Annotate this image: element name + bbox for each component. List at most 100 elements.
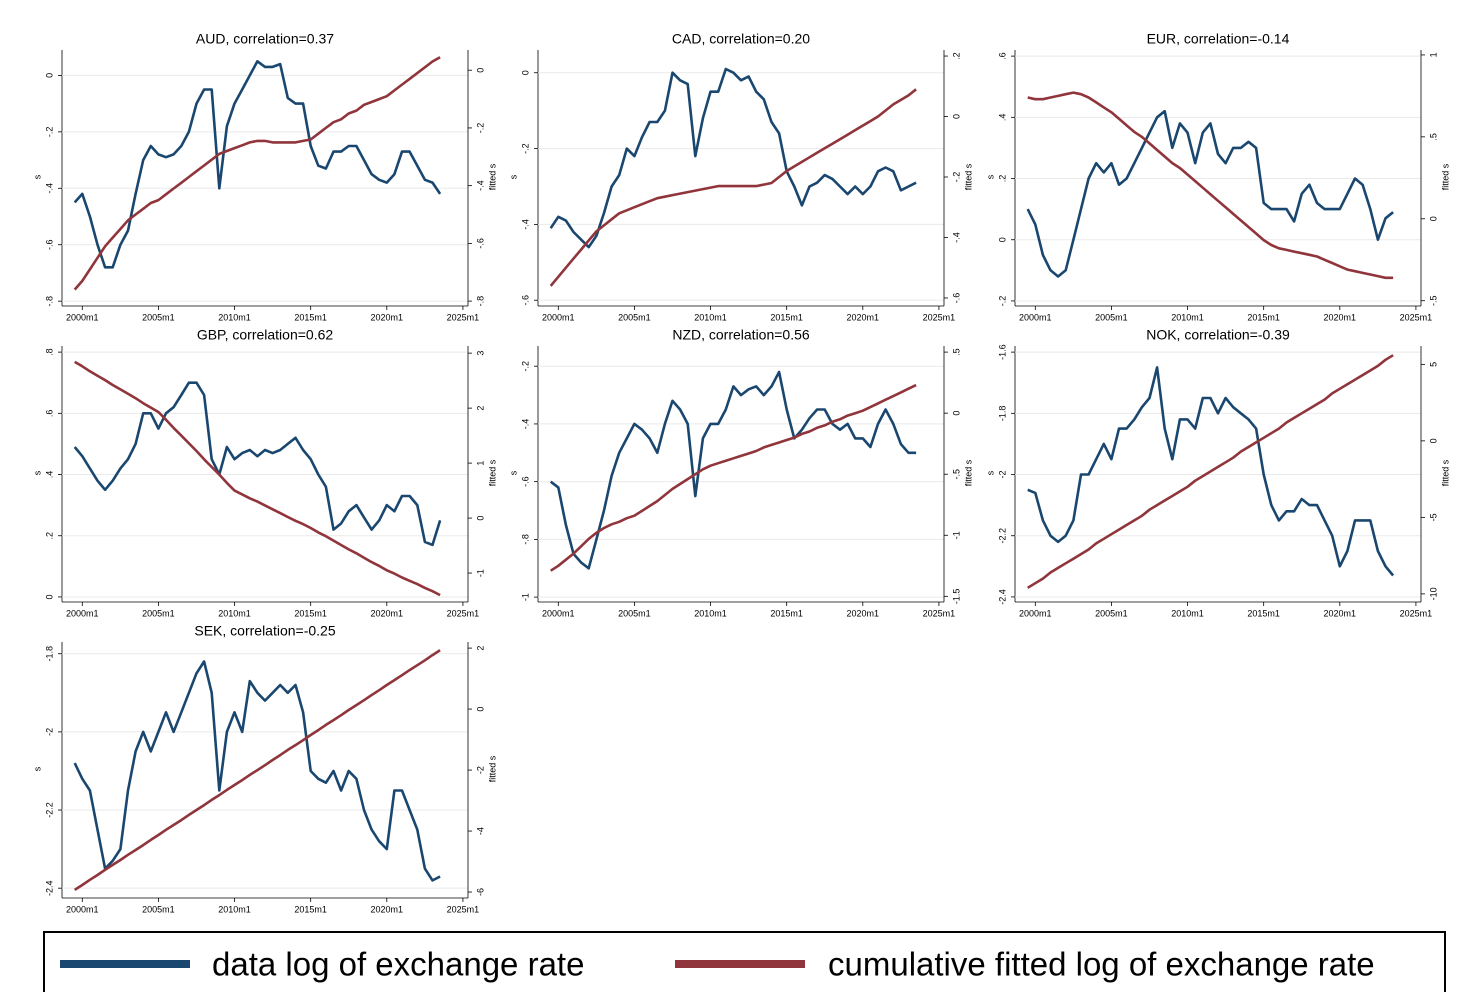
x-tick-label: 2005m1 bbox=[142, 312, 175, 322]
y-tick-label: -.6 bbox=[520, 295, 530, 306]
y-tick-label: .4 bbox=[997, 114, 1007, 122]
y-tick-label: -1 bbox=[520, 593, 530, 601]
y-tick-label: 0 bbox=[520, 70, 530, 75]
y2-tick-label: -6 bbox=[475, 888, 485, 896]
series-line bbox=[549, 88, 917, 287]
x-tick-label: 2020m1 bbox=[371, 312, 404, 322]
y-axis-label: s bbox=[508, 174, 518, 179]
y-tick-label: .6 bbox=[997, 52, 1007, 60]
y-tick-label: -1.6 bbox=[997, 344, 1007, 360]
x-tick-label: 2025m1 bbox=[447, 608, 480, 618]
y-axis-label: s bbox=[985, 470, 995, 475]
series-line bbox=[1027, 91, 1394, 280]
y2-tick-label: 0 bbox=[1428, 438, 1438, 443]
x-tick-label: 2015m1 bbox=[770, 312, 803, 322]
y2-tick-label: .5 bbox=[951, 348, 961, 356]
y2-tick-label: 3 bbox=[475, 351, 485, 356]
series-line bbox=[549, 383, 917, 572]
x-tick-label: 2015m1 bbox=[294, 608, 327, 618]
y-tick-label: -2.2 bbox=[44, 802, 54, 818]
y2-tick-label: 0 bbox=[475, 68, 485, 73]
y-tick-label: -1.8 bbox=[997, 406, 1007, 422]
series-line bbox=[1027, 366, 1395, 577]
y2-tick-label: 1 bbox=[1428, 52, 1438, 57]
y-tick-label: -2 bbox=[44, 728, 54, 736]
y2-tick-label: .2 bbox=[951, 52, 961, 60]
panel-title: AUD, correlation=0.37 bbox=[196, 31, 334, 47]
x-tick-label: 2010m1 bbox=[694, 608, 727, 618]
y2-tick-label: 0 bbox=[1428, 216, 1438, 221]
series-line bbox=[1027, 354, 1394, 589]
y2-tick-label: 0 bbox=[951, 411, 961, 416]
series-line bbox=[549, 67, 917, 249]
panel-title: CAD, correlation=0.20 bbox=[672, 31, 810, 47]
y2-tick-label: -4 bbox=[475, 827, 485, 835]
y-tick-label: -.8 bbox=[44, 296, 54, 307]
x-tick-label: 2025m1 bbox=[923, 312, 956, 322]
panel-title: NZD, correlation=0.56 bbox=[672, 327, 810, 343]
x-tick-label: 2000m1 bbox=[66, 608, 99, 618]
y-tick-label: -.4 bbox=[520, 419, 530, 430]
y2-tick-label: -.4 bbox=[475, 180, 485, 191]
x-tick-label: 2000m1 bbox=[542, 312, 575, 322]
y-axis-label: s bbox=[32, 766, 42, 771]
x-tick-label: 2005m1 bbox=[142, 608, 175, 618]
y-tick-label: .2 bbox=[997, 175, 1007, 183]
y2-axis-label: fitted s bbox=[963, 459, 973, 486]
legend-label: data log of exchange rate bbox=[212, 946, 584, 983]
y2-axis-label: fitted s bbox=[1440, 459, 1450, 486]
y2-axis-label: fitted s bbox=[1440, 163, 1450, 190]
x-tick-label: 2010m1 bbox=[694, 312, 727, 322]
y-tick-label: -.8 bbox=[520, 534, 530, 545]
y-tick-label: -.2 bbox=[997, 296, 1007, 307]
y2-axis-label: fitted s bbox=[487, 163, 497, 190]
y2-tick-label: 1 bbox=[475, 461, 485, 466]
y2-tick-label: 2 bbox=[475, 646, 485, 651]
y2-axis-label: fitted s bbox=[963, 163, 973, 190]
x-tick-label: 2010m1 bbox=[1171, 312, 1204, 322]
y2-tick-label: -1 bbox=[951, 531, 961, 539]
x-tick-label: 2020m1 bbox=[371, 608, 404, 618]
x-tick-label: 2020m1 bbox=[1324, 312, 1357, 322]
x-tick-label: 2015m1 bbox=[294, 904, 327, 914]
y2-tick-label: -.8 bbox=[475, 296, 485, 307]
x-tick-label: 2020m1 bbox=[847, 608, 880, 618]
series-line bbox=[73, 649, 441, 891]
y2-tick-label: -.5 bbox=[1428, 295, 1438, 306]
y-axis-label: s bbox=[508, 470, 518, 475]
y2-tick-label: -1 bbox=[475, 569, 485, 577]
x-tick-label: 2025m1 bbox=[1400, 608, 1433, 618]
y2-tick-label: -.6 bbox=[475, 238, 485, 249]
y-axis-label: s bbox=[985, 174, 995, 179]
x-tick-label: 2005m1 bbox=[618, 312, 651, 322]
y-axis-label: s bbox=[32, 174, 42, 179]
x-tick-label: 2020m1 bbox=[847, 312, 880, 322]
y-tick-label: -2 bbox=[997, 471, 1007, 479]
y2-tick-label: -.2 bbox=[475, 123, 485, 134]
y2-tick-label: -.6 bbox=[951, 293, 961, 304]
y-tick-label: .4 bbox=[44, 471, 54, 479]
y-tick-label: -.6 bbox=[44, 239, 54, 250]
y-tick-label: -.2 bbox=[520, 361, 530, 372]
x-tick-label: 2005m1 bbox=[618, 608, 651, 618]
y-axis-label: s bbox=[32, 470, 42, 475]
x-tick-label: 2005m1 bbox=[1095, 312, 1128, 322]
x-tick-label: 2020m1 bbox=[371, 904, 404, 914]
y-tick-label: -.6 bbox=[520, 476, 530, 487]
y-tick-label: -2.4 bbox=[997, 589, 1007, 605]
y2-tick-label: -2 bbox=[475, 766, 485, 774]
y-tick-label: 0 bbox=[44, 73, 54, 78]
y2-tick-label: .5 bbox=[1428, 133, 1438, 141]
x-tick-label: 2025m1 bbox=[447, 312, 480, 322]
legend-label: cumulative fitted log of exchange rate bbox=[828, 946, 1375, 983]
y2-axis-label: fitted s bbox=[487, 755, 497, 782]
series-line bbox=[74, 360, 441, 597]
series-line bbox=[1026, 109, 1394, 278]
x-tick-label: 2015m1 bbox=[294, 312, 327, 322]
y2-tick-label: -.4 bbox=[951, 232, 961, 243]
y2-tick-label: 2 bbox=[475, 406, 485, 411]
y-tick-label: -.2 bbox=[520, 143, 530, 154]
x-tick-label: 2025m1 bbox=[1400, 312, 1433, 322]
y-tick-label: .6 bbox=[44, 410, 54, 418]
